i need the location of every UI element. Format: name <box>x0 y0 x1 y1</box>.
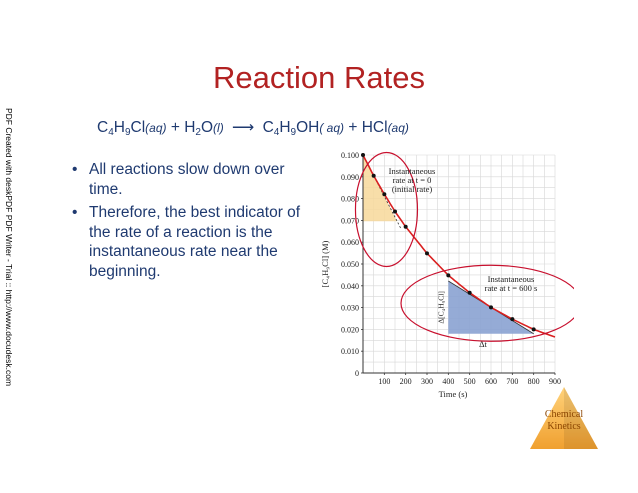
reaction-equation: C4H9Cl(aq) + H2O(l) ⟶ C4H9OH( aq) + HCl(… <box>97 118 409 138</box>
data-point <box>489 305 493 310</box>
y-tick-label: 0.100 <box>341 151 359 160</box>
plus-sign: + <box>170 119 180 136</box>
hcl-state: (aq) <box>387 121 409 135</box>
data-point <box>382 192 387 197</box>
y-tick-label: 0.080 <box>341 195 359 204</box>
y-tick-label: 0.020 <box>341 325 359 334</box>
data-point <box>446 273 451 278</box>
x-tick-label: 500 <box>464 377 476 386</box>
y-tick-label: 0.070 <box>341 216 359 225</box>
y-tick-label: 0 <box>355 369 359 378</box>
pyramid-icon <box>530 387 598 449</box>
data-point <box>371 173 376 178</box>
y-axis-label: [C₄H₉Cl] (M) <box>320 240 330 287</box>
concentration-time-chart: 0 0.010 0.020 0.030 0.040 0.050 0.060 0.070 0.08… <box>320 151 574 399</box>
initial-rate-annotation: Instantaneous <box>389 166 436 176</box>
x-tick-label: 100 <box>378 377 390 386</box>
bullet-item: Therefore, the best indicator of the rat… <box>72 203 312 281</box>
x-axis-label: Time (s) <box>439 389 468 399</box>
data-point <box>531 327 536 332</box>
product-formula: C4H9OH <box>262 119 320 138</box>
y-tick-label: 0.060 <box>341 238 359 247</box>
slide-title: Reaction Rates <box>213 60 425 95</box>
x-tick-label: 600 <box>485 377 497 386</box>
delta-concentration-label: Δ[C₄H₉Cl] <box>436 291 445 324</box>
badge-label: Chemical Kinetics <box>544 409 584 432</box>
reactant-state: (aq) <box>145 121 167 135</box>
y-tick-label: 0.050 <box>341 260 359 269</box>
x-tick-label: 400 <box>442 377 454 386</box>
hcl-formula: HCl <box>361 119 388 136</box>
y-tick-label: 0.030 <box>341 304 359 313</box>
initial-rate-annotation: rate at t = 0 <box>393 175 432 185</box>
t600-highlight-ellipse <box>400 264 574 342</box>
data-point <box>425 251 429 256</box>
water-formula: H2O <box>184 119 214 138</box>
reactant-formula: C4H9Cl <box>97 119 146 138</box>
bullet-item: All reactions slow down over time. <box>72 160 312 199</box>
product-state: ( aq) <box>319 121 345 135</box>
x-tick-label: 300 <box>421 377 433 386</box>
data-point <box>393 209 397 214</box>
initial-rate-highlight-ellipse <box>354 151 419 268</box>
water-state: (l) <box>213 121 224 135</box>
reaction-arrow-icon: ⟶ <box>232 119 255 136</box>
t600-annotation: rate at t = 600 s <box>485 283 538 293</box>
x-tick-label: 200 <box>400 377 412 386</box>
data-point <box>361 153 365 157</box>
x-tick-label: 900 <box>549 377 561 386</box>
x-tick-label: 800 <box>528 377 540 386</box>
y-tick-label: 0.010 <box>341 347 359 356</box>
data-point <box>467 290 472 295</box>
data-point <box>510 317 515 322</box>
data-point <box>403 224 408 229</box>
x-tick-label: 700 <box>506 377 518 386</box>
bullet-list: All reactions slow down over time. There… <box>72 160 312 285</box>
y-tick-label: 0.090 <box>341 173 359 182</box>
t600-annotation: Instantaneous <box>488 274 535 284</box>
plus-sign: + <box>348 119 358 136</box>
delta-t-label: Δt <box>479 339 487 349</box>
initial-rate-annotation: (initial rate) <box>392 184 433 194</box>
chemical-kinetics-badge <box>530 387 598 449</box>
y-tick-label: 0.040 <box>341 282 359 291</box>
